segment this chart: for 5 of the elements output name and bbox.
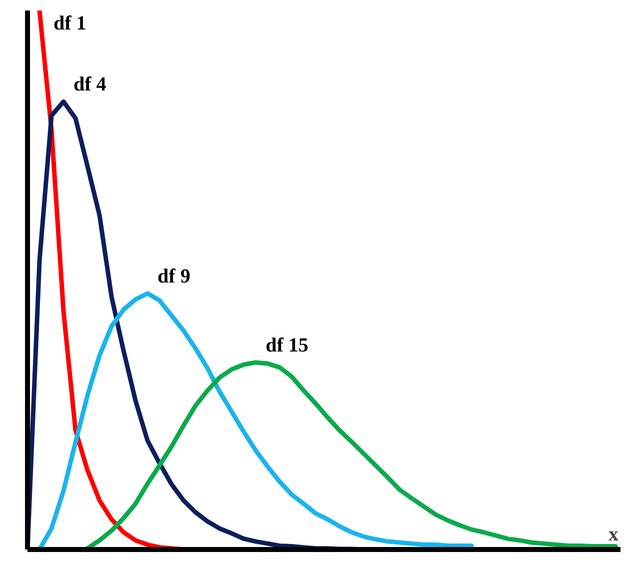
series-label: df 4 <box>74 74 106 96</box>
series-label: df 15 <box>266 334 308 356</box>
series-label: df 1 <box>54 12 86 34</box>
x-axis-title: x <box>608 524 618 546</box>
series-label: df 9 <box>158 265 190 288</box>
